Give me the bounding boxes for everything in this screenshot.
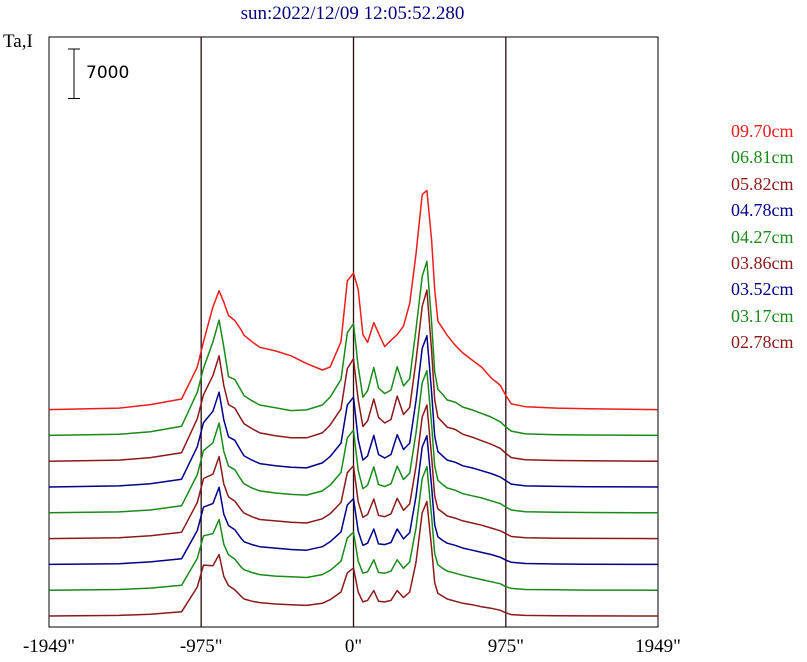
legend-entry: 05.82cm xyxy=(731,173,794,194)
series-line-03.17cm xyxy=(48,465,659,591)
series-line-05.82cm xyxy=(48,289,659,462)
legend-entry: 03.17cm xyxy=(731,305,794,326)
chart-title: sun:2022/12/09 12:05:52.280 xyxy=(240,3,465,24)
legend: 09.70cm 06.81cm 05.82cm 04.78cm 04.27cm 03.86… xyxy=(731,118,794,356)
legend-entry: 02.78cm xyxy=(731,332,794,353)
scale-bar-label: 7000 xyxy=(86,63,130,83)
x-tick-label: -1949" xyxy=(22,636,76,657)
scale-bar xyxy=(68,48,80,99)
legend-entry: 03.52cm xyxy=(731,279,794,300)
x-tick-label: 1949" xyxy=(635,636,681,657)
x-tick-label: -975" xyxy=(179,636,223,657)
series-line-06.81cm xyxy=(48,260,659,437)
series-line-03.86cm xyxy=(48,404,659,540)
legend-entry: 03.86cm xyxy=(731,253,794,274)
legend-entry: 09.70cm xyxy=(731,121,794,141)
x-tick-label: 975" xyxy=(487,636,524,657)
series-line-03.52cm xyxy=(48,434,659,566)
legend-entry: 04.78cm xyxy=(731,200,794,221)
y-axis-label: Ta,I xyxy=(3,31,33,52)
x-tick-label: 0" xyxy=(344,636,363,657)
legend-entry: 06.81cm xyxy=(731,147,794,168)
series-line-09.70cm xyxy=(48,189,659,411)
series-line-04.27cm xyxy=(48,369,659,514)
series-line-02.78cm xyxy=(48,500,659,617)
series-line-04.78cm xyxy=(48,334,659,488)
legend-entry: 04.27cm xyxy=(731,226,794,247)
